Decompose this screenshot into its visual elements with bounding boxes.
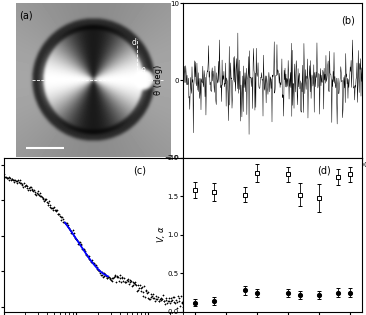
Y-axis label: θ (deg): θ (deg) xyxy=(154,65,163,95)
Text: (a): (a) xyxy=(19,11,33,21)
Text: (d): (d) xyxy=(317,165,331,175)
Text: (c): (c) xyxy=(133,165,146,175)
Text: (b): (b) xyxy=(341,15,355,26)
Text: d: d xyxy=(132,38,137,47)
Text: $\theta$: $\theta$ xyxy=(140,65,146,76)
Y-axis label: V, α: V, α xyxy=(157,227,166,243)
X-axis label: time (s): time (s) xyxy=(257,169,289,178)
